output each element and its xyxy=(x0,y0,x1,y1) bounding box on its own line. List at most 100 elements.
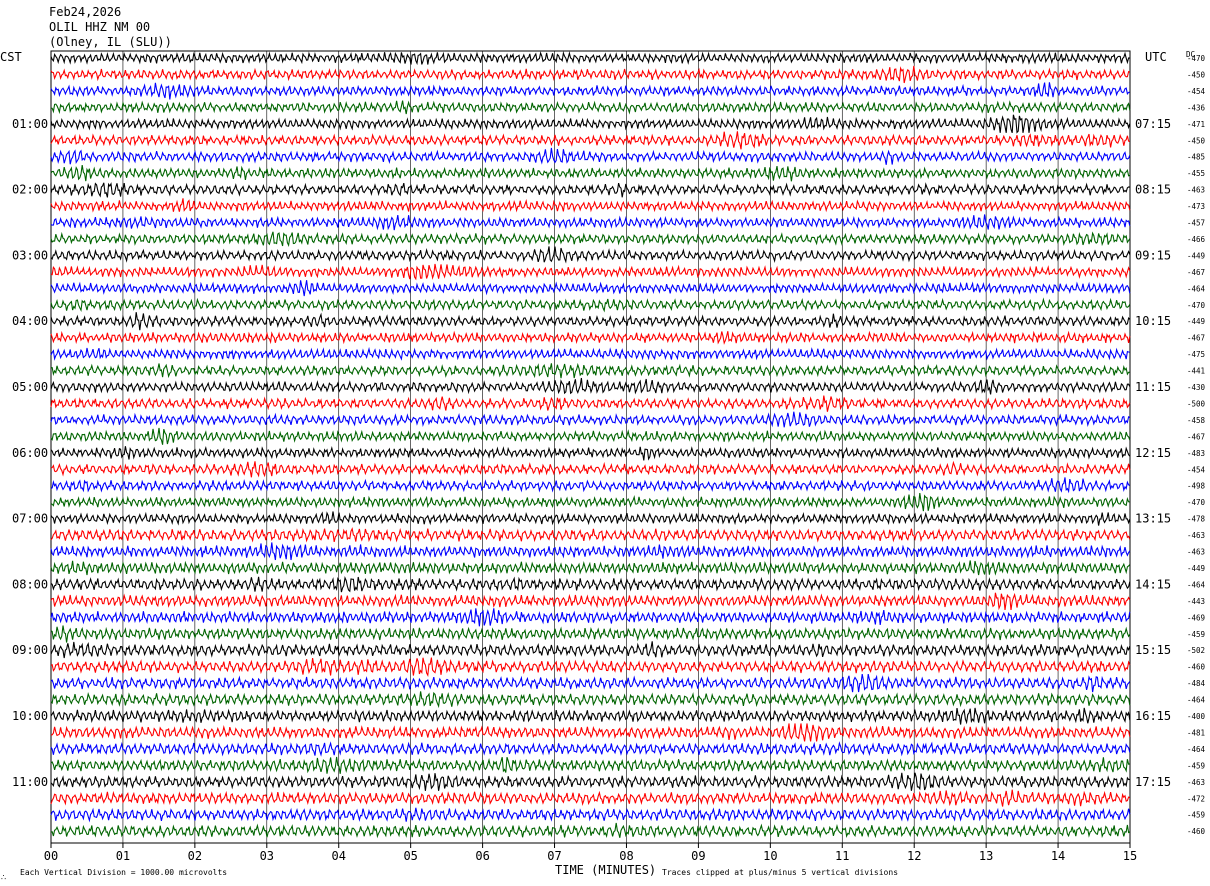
dc-offset-label: -478 xyxy=(1187,515,1206,524)
seismic-trace xyxy=(50,346,1130,361)
dc-offset-label: -469 xyxy=(1187,613,1205,622)
dc-offset-label: -485 xyxy=(1187,153,1205,162)
station-name: OLIL HHZ NM 00 xyxy=(49,20,151,34)
x-tick-label: 00 xyxy=(44,849,58,863)
dc-offset-label: -460 xyxy=(1187,827,1206,836)
seismic-trace xyxy=(50,511,1131,526)
seismic-trace xyxy=(50,377,1131,395)
dc-offset-label: -458 xyxy=(1187,416,1206,425)
dc-offset-label: -450 xyxy=(1187,70,1206,79)
seismic-trace xyxy=(50,50,1130,66)
dc-offset-label: -470 xyxy=(1187,301,1206,310)
dc-offset-label: -464 xyxy=(1187,696,1206,705)
seismic-trace xyxy=(50,673,1131,693)
dc-offset-label: -457 xyxy=(1187,219,1205,228)
seismic-trace xyxy=(50,527,1131,543)
dc-offset-label: -449 xyxy=(1187,564,1205,573)
dc-offset-label: -460 xyxy=(1187,663,1206,672)
utc-hour-label: 08:15 xyxy=(1135,183,1171,197)
seismic-trace xyxy=(50,707,1131,725)
logo-mark: ∴ xyxy=(1,873,6,882)
dc-offset-label: -459 xyxy=(1187,811,1205,820)
seismic-trace xyxy=(50,822,1131,839)
dc-header-label: DC xyxy=(1186,50,1195,59)
seismic-trace xyxy=(50,741,1131,757)
seismic-trace xyxy=(50,182,1130,198)
utc-hour-label: 17:15 xyxy=(1135,775,1171,789)
dc-offset-label: -450 xyxy=(1187,136,1206,145)
cst-hour-label: 10:00 xyxy=(12,709,48,723)
seismic-trace xyxy=(50,114,1131,134)
dc-offset-label: -498 xyxy=(1187,482,1206,491)
dc-offset-label: -467 xyxy=(1187,268,1205,277)
dc-offset-label: -472 xyxy=(1187,794,1205,803)
cst-hour-label: 07:00 xyxy=(12,512,48,526)
dc-offset-label: -430 xyxy=(1187,383,1206,392)
dc-offset-label: -459 xyxy=(1187,761,1205,770)
x-tick-label: 06 xyxy=(475,849,489,863)
dc-offset-label: -475 xyxy=(1187,350,1205,359)
dc-offset-label: -470 xyxy=(1187,498,1206,507)
seismic-trace xyxy=(50,772,1130,791)
cst-hour-label: 11:00 xyxy=(12,775,48,789)
seismic-trace xyxy=(50,263,1131,281)
seismic-trace xyxy=(50,445,1131,461)
cst-hour-label: 01:00 xyxy=(12,117,48,131)
dc-offset-label: -443 xyxy=(1187,597,1205,606)
seismic-trace xyxy=(50,427,1131,445)
x-tick-label: 15 xyxy=(1123,849,1137,863)
dc-offset-label: -455 xyxy=(1187,169,1205,178)
seismic-trace xyxy=(50,198,1131,213)
cst-hour-label: 09:00 xyxy=(12,643,48,657)
plot-frame xyxy=(50,50,1131,844)
seismic-trace xyxy=(50,330,1131,345)
dc-offset-label: -463 xyxy=(1187,778,1205,787)
seismic-trace xyxy=(50,165,1130,182)
dc-offset-label: -441 xyxy=(1187,367,1205,376)
seismic-trace xyxy=(50,691,1131,709)
chart-date: Feb24,2026 xyxy=(49,5,122,19)
x-axis-title: TIME (MINUTES) xyxy=(555,863,656,877)
seismic-trace xyxy=(50,65,1131,84)
seismic-trace xyxy=(50,560,1131,576)
dc-offset-label: -470 xyxy=(1187,54,1206,63)
dc-offset-label: -500 xyxy=(1187,399,1206,408)
dc-offset-label: -464 xyxy=(1187,745,1206,754)
seismic-trace xyxy=(50,246,1131,264)
dc-offset-label: -454 xyxy=(1187,465,1206,474)
dc-offset-label: -459 xyxy=(1187,630,1205,639)
seismic-trace xyxy=(50,477,1131,494)
seismic-trace xyxy=(50,312,1131,331)
seismic-trace xyxy=(50,592,1131,611)
dc-offset-label: -466 xyxy=(1187,235,1206,244)
dc-offset-label: -463 xyxy=(1187,531,1205,540)
dc-offset-label: -449 xyxy=(1187,251,1205,260)
seismic-trace xyxy=(50,460,1131,478)
cst-hour-label: 08:00 xyxy=(12,577,48,591)
seismic-trace xyxy=(50,756,1130,774)
seismic-trace xyxy=(50,542,1131,561)
cst-hour-label: 03:00 xyxy=(12,248,48,262)
dc-offset-label: -483 xyxy=(1187,449,1205,458)
x-tick-label: 10 xyxy=(763,849,777,863)
cst-hour-label: 02:00 xyxy=(12,183,48,197)
seismic-trace xyxy=(50,411,1131,428)
seismic-trace xyxy=(50,297,1131,313)
seismic-trace xyxy=(50,231,1131,248)
utc-hour-label: 13:15 xyxy=(1135,512,1171,526)
seismic-trace xyxy=(50,82,1130,100)
seismic-trace xyxy=(50,131,1130,150)
x-tick-label: 04 xyxy=(332,849,346,863)
dc-offset-label: -467 xyxy=(1187,334,1205,343)
dc-offset-label: -484 xyxy=(1187,679,1206,688)
x-tick-label: 02 xyxy=(188,849,202,863)
seismic-trace xyxy=(50,362,1130,379)
utc-hour-label: 07:15 xyxy=(1135,117,1171,131)
utc-hour-label: 12:15 xyxy=(1135,446,1171,460)
x-tick-label: 12 xyxy=(907,849,921,863)
left-timezone-label: CST xyxy=(0,50,22,64)
cst-hour-label: 04:00 xyxy=(12,314,48,328)
x-tick-label: 08 xyxy=(619,849,633,863)
seismic-trace xyxy=(50,789,1131,807)
x-tick-label: 07 xyxy=(547,849,561,863)
